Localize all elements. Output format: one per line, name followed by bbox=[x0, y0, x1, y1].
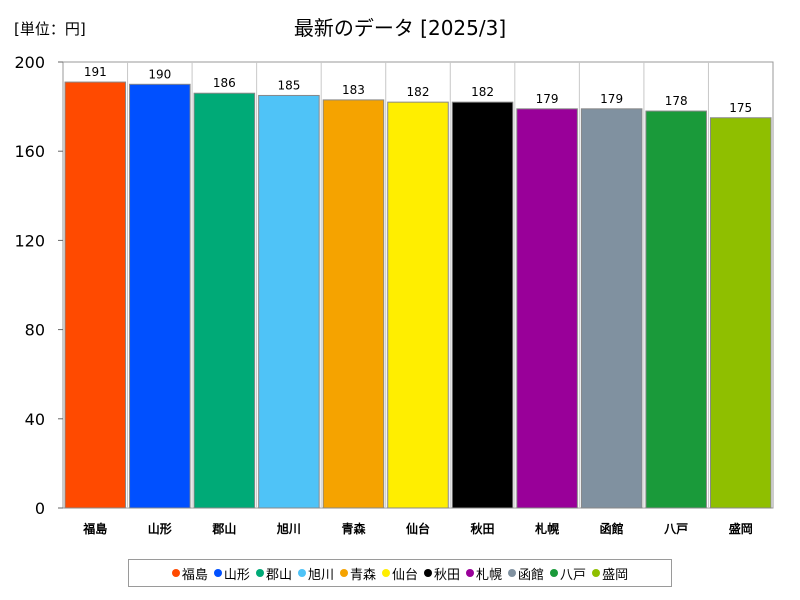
legend-marker-icon bbox=[466, 569, 475, 577]
bar-郡山 bbox=[193, 92, 256, 509]
legend-item: 盛岡 bbox=[592, 564, 628, 583]
bar-盛岡 bbox=[709, 117, 772, 509]
data-label: 182 bbox=[407, 85, 430, 99]
legend-label: 郡山 bbox=[265, 567, 292, 583]
legend-marker-icon bbox=[339, 569, 348, 577]
legend-marker-icon bbox=[424, 569, 432, 577]
legend-label: 福島 bbox=[181, 567, 208, 583]
bar-札幌 bbox=[516, 108, 578, 509]
unit-label: [単位：円] bbox=[14, 20, 86, 38]
bar-仙台 bbox=[387, 101, 449, 509]
legend-item: 福島 bbox=[171, 564, 208, 583]
y-tick-label: 80 bbox=[25, 321, 45, 340]
legend-label: 青森 bbox=[349, 567, 376, 583]
x-tick-label: 八戸 bbox=[663, 522, 688, 536]
legend-label: 八戸 bbox=[560, 567, 587, 583]
legend-marker-icon bbox=[297, 569, 306, 577]
x-tick-label: 札幌 bbox=[534, 521, 559, 536]
chart-title: 最新のデータ [2025/3] bbox=[293, 16, 507, 40]
x-tick-label: 秋田 bbox=[471, 521, 495, 536]
data-label: 191 bbox=[84, 65, 107, 79]
legend-label: 山形 bbox=[223, 567, 250, 583]
legend-marker-icon bbox=[592, 569, 601, 577]
legend-item: 郡山 bbox=[255, 564, 292, 583]
x-tick-label: 盛岡 bbox=[729, 521, 753, 536]
data-label: 190 bbox=[148, 67, 171, 81]
y-tick-label: 120 bbox=[14, 231, 45, 250]
bar-八戸 bbox=[645, 110, 707, 509]
data-label: 183 bbox=[342, 83, 365, 97]
x-tick-label: 旭川 bbox=[276, 521, 301, 536]
legend-label: 秋田 bbox=[434, 567, 461, 583]
bar-秋田 bbox=[451, 101, 514, 509]
legend-item: 札幌 bbox=[466, 564, 502, 583]
y-tick-label: 160 bbox=[14, 142, 45, 161]
legend-item: 山形 bbox=[213, 564, 250, 583]
legend-label: 函館 bbox=[518, 567, 545, 583]
x-tick-label: 郡山 bbox=[211, 521, 236, 536]
data-label: 178 bbox=[665, 94, 688, 108]
bar-函館 bbox=[580, 108, 643, 509]
y-tick-label: 0 bbox=[35, 499, 45, 518]
legend-item: 秋田 bbox=[424, 564, 460, 583]
bar-福島 bbox=[64, 81, 127, 509]
bar-山形 bbox=[129, 83, 191, 509]
legend-marker-icon bbox=[381, 569, 390, 577]
legend-label: 仙台 bbox=[391, 567, 418, 583]
legend-item: 青森 bbox=[339, 564, 376, 583]
data-label: 179 bbox=[600, 92, 623, 106]
bar-青森 bbox=[322, 99, 385, 509]
data-label: 185 bbox=[277, 78, 300, 92]
data-label: 179 bbox=[536, 92, 559, 106]
y-tick-label: 40 bbox=[25, 410, 45, 429]
legend-item: 仙台 bbox=[381, 564, 418, 583]
legend-marker-icon bbox=[550, 569, 559, 577]
legend-item: 函館 bbox=[508, 564, 544, 583]
legend-label: 札幌 bbox=[476, 567, 503, 583]
legend-item: 旭川 bbox=[297, 564, 334, 583]
bar-旭川 bbox=[258, 94, 320, 509]
legend-label: 旭川 bbox=[307, 567, 334, 583]
data-label: 182 bbox=[471, 85, 494, 99]
legend-marker-icon bbox=[255, 569, 264, 577]
legend-item: 八戸 bbox=[550, 564, 586, 583]
data-label: 186 bbox=[213, 76, 236, 90]
data-label: 175 bbox=[729, 101, 752, 115]
x-tick-label: 仙台 bbox=[406, 521, 430, 536]
legend-marker-icon bbox=[171, 569, 180, 577]
x-tick-label: 山形 bbox=[148, 521, 172, 536]
y-tick-label: 200 bbox=[14, 53, 45, 72]
legend-marker-icon bbox=[213, 569, 222, 577]
legend-label: 盛岡 bbox=[602, 567, 629, 583]
x-tick-label: 青森 bbox=[341, 521, 366, 536]
chart-legend: 福島 山形 郡山 旭川 青森 仙台 秋田 札幌 函館 八戸 盛岡 bbox=[128, 559, 672, 587]
x-tick-label: 函館 bbox=[600, 521, 624, 536]
x-tick-label: 福島 bbox=[82, 521, 107, 536]
legend-marker-icon bbox=[508, 569, 517, 577]
